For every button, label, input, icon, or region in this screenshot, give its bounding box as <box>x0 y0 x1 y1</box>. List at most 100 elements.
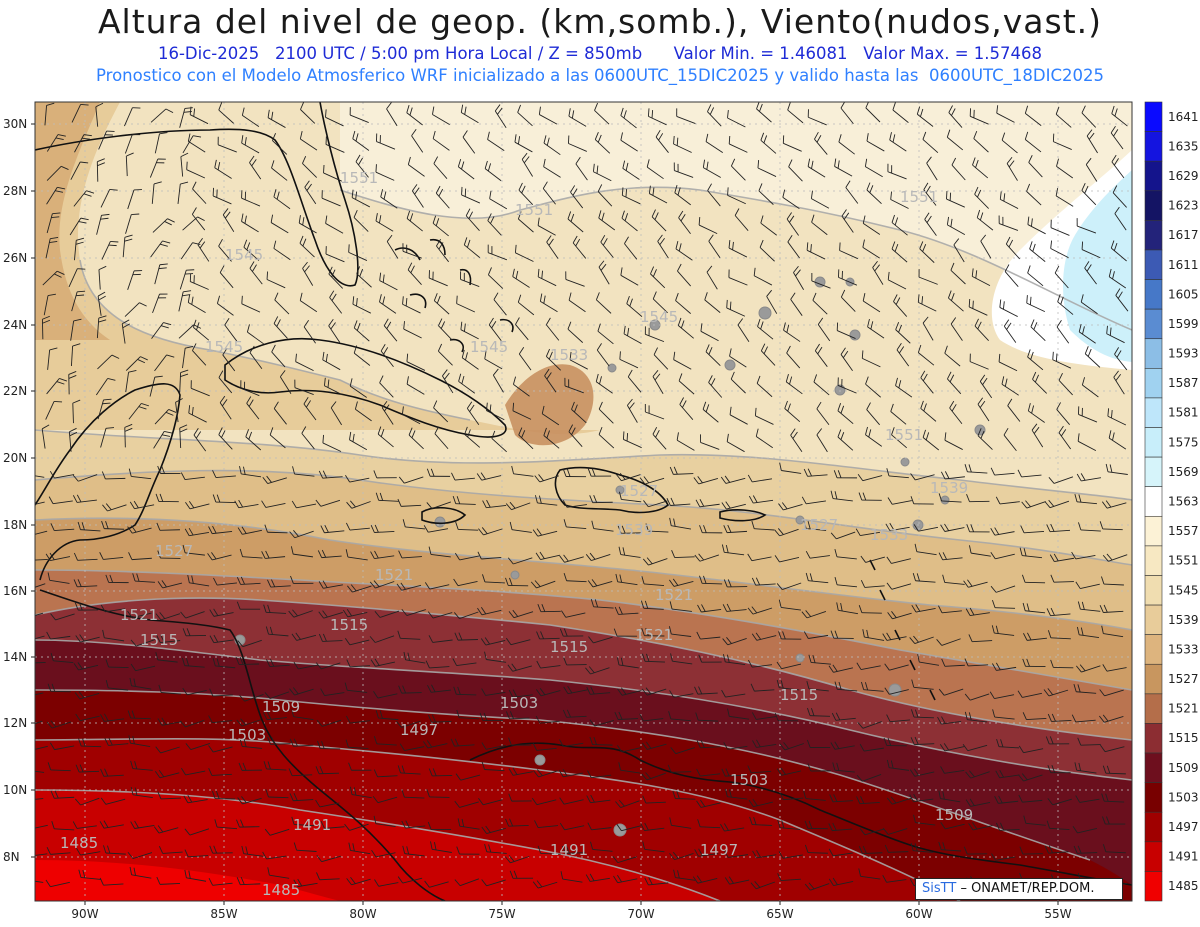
lat-label: 14N <box>3 650 27 664</box>
contour-label: 1521 <box>375 566 413 584</box>
colorbar-swatch <box>1144 515 1163 547</box>
shaded-field <box>35 102 1132 901</box>
model-info-line: Pronostico con el Modelo Atmosferico WRF… <box>96 66 1104 85</box>
footer-badge: SisTT – ONAMET/REP.DOM. <box>915 878 1123 900</box>
lon-label: 75W <box>488 907 515 921</box>
contour-label: 1545 <box>640 308 678 326</box>
forecast-time-line: 16-Dic-2025 2100 UTC / 5:00 pm Hora Loca… <box>157 44 1042 63</box>
contour-label: 1545 <box>205 338 243 356</box>
lat-label: 24N <box>3 318 27 332</box>
contour-label: 1515 <box>780 686 818 704</box>
colorbar-label: 1575 <box>1168 435 1199 449</box>
lon-label: 85W <box>210 907 237 921</box>
colorbar-swatch <box>1144 190 1163 221</box>
colorbar-label: 1617 <box>1168 228 1199 242</box>
contour-label: 1527 <box>155 542 193 560</box>
colorbar-swatch <box>1144 871 1163 902</box>
coastlines <box>35 102 1132 901</box>
contour-label: 1503 <box>500 694 538 712</box>
contour-label: 1533 <box>550 346 588 364</box>
colorbar-swatch <box>1144 545 1163 576</box>
lon-label: 65W <box>766 907 793 921</box>
colorbar-label: 1605 <box>1168 287 1199 301</box>
colorbar-label: 1545 <box>1168 583 1199 597</box>
lat-label: 12N <box>3 716 27 730</box>
contour-label: 1497 <box>400 721 438 739</box>
latitude-labels: 30N 28N 26N 24N 22N 20N 18N 16N 14N 12N 10N 8N <box>3 117 35 864</box>
contour-label: 1491 <box>550 841 588 859</box>
colorbar-label: 1623 <box>1168 199 1199 213</box>
contour-label: 1551 <box>515 201 553 219</box>
contour-label: 1503 <box>228 726 266 744</box>
colorbar-swatch <box>1144 101 1163 132</box>
colorbar-label: 1641 <box>1168 110 1199 124</box>
colorbar-swatch <box>1144 308 1163 340</box>
sistt-logo: SisTT <box>922 881 957 896</box>
colorbar-swatch <box>1144 131 1163 162</box>
lat-label: 16N <box>3 584 27 598</box>
contour-label: 1551 <box>885 426 923 444</box>
contour-labels: 1551 1551 1551 1545 1545 1539 1545 1551 1545 1533… <box>60 169 973 899</box>
lat-label: 28N <box>3 184 27 198</box>
contour-label: 1515 <box>140 631 178 649</box>
colorbar-label: 1485 <box>1168 879 1199 893</box>
contour-label: 1545 <box>470 338 508 356</box>
contour-label: 1551 <box>340 169 378 187</box>
colorbar-label: 1587 <box>1168 376 1199 390</box>
contour-label: 1521 <box>635 626 673 644</box>
colorbar-label: 1539 <box>1168 613 1199 627</box>
colorbar-label: 1491 <box>1168 850 1199 864</box>
contour-label: 1521 <box>120 606 158 624</box>
colorbar-label: 1581 <box>1168 406 1199 420</box>
contour-label: 1485 <box>262 881 300 899</box>
colorbar-label: 1563 <box>1168 495 1199 509</box>
colorbar-swatch <box>1144 338 1163 369</box>
lat-label: 10N <box>3 783 27 797</box>
lat-label: 18N <box>3 518 27 532</box>
colorbar-label: 1557 <box>1168 524 1199 538</box>
colorbar-swatch <box>1144 663 1163 695</box>
colorbar-swatch <box>1144 752 1163 783</box>
longitude-labels: 90W 85W 80W 75W 70W 65W 60W 55W <box>71 901 1072 921</box>
contour-label: 1515 <box>330 616 368 634</box>
colorbar-swatch <box>1144 604 1163 635</box>
colorbar-label: 1527 <box>1168 672 1199 686</box>
colorbar-swatch <box>1144 427 1163 458</box>
lon-label: 70W <box>627 907 654 921</box>
lon-label: 55W <box>1044 907 1071 921</box>
lat-label: 26N <box>3 251 27 265</box>
contour-label: 1527 <box>800 516 838 534</box>
contour-label: 1515 <box>550 638 588 656</box>
colorbar-label: 1569 <box>1168 465 1199 479</box>
contour-label: 1545 <box>225 246 263 264</box>
colorbar-label: 1503 <box>1168 790 1199 804</box>
contour-label: 1491 <box>293 816 331 834</box>
colorbar-label: 1515 <box>1168 731 1199 745</box>
colorbar-label: 1611 <box>1168 258 1199 272</box>
colorbar-swatch <box>1144 160 1163 192</box>
colorbar-swatch <box>1144 634 1163 665</box>
colorbar-swatch <box>1144 841 1163 872</box>
colorbar-swatch <box>1144 693 1163 724</box>
colorbar-label: 1635 <box>1168 139 1199 153</box>
contour-label: 1539 <box>615 521 653 539</box>
colorbar-swatch <box>1144 249 1163 280</box>
contour-label: 1503 <box>730 771 768 789</box>
contour-label: 1551 <box>900 188 938 206</box>
contour-label: 1509 <box>935 806 973 824</box>
chart-title: Altura del nivel de geop. (km,somb.), Vi… <box>97 2 1103 41</box>
contour-label: 1497 <box>700 841 738 859</box>
colorbar-label: 1599 <box>1168 317 1199 331</box>
colorbar-swatch <box>1144 279 1163 310</box>
colorbar-label: 1521 <box>1168 702 1199 716</box>
lon-label: 80W <box>349 907 376 921</box>
colorbar-swatch <box>1144 368 1163 399</box>
colorbar-swatch <box>1144 723 1163 754</box>
contour-label: 1509 <box>262 698 300 716</box>
colorbar-swatch <box>1144 397 1163 428</box>
lat-label: 20N <box>3 451 27 465</box>
lon-label: 90W <box>71 907 98 921</box>
contour-label: 1485 <box>60 834 98 852</box>
colorbar-swatch <box>1144 220 1163 251</box>
